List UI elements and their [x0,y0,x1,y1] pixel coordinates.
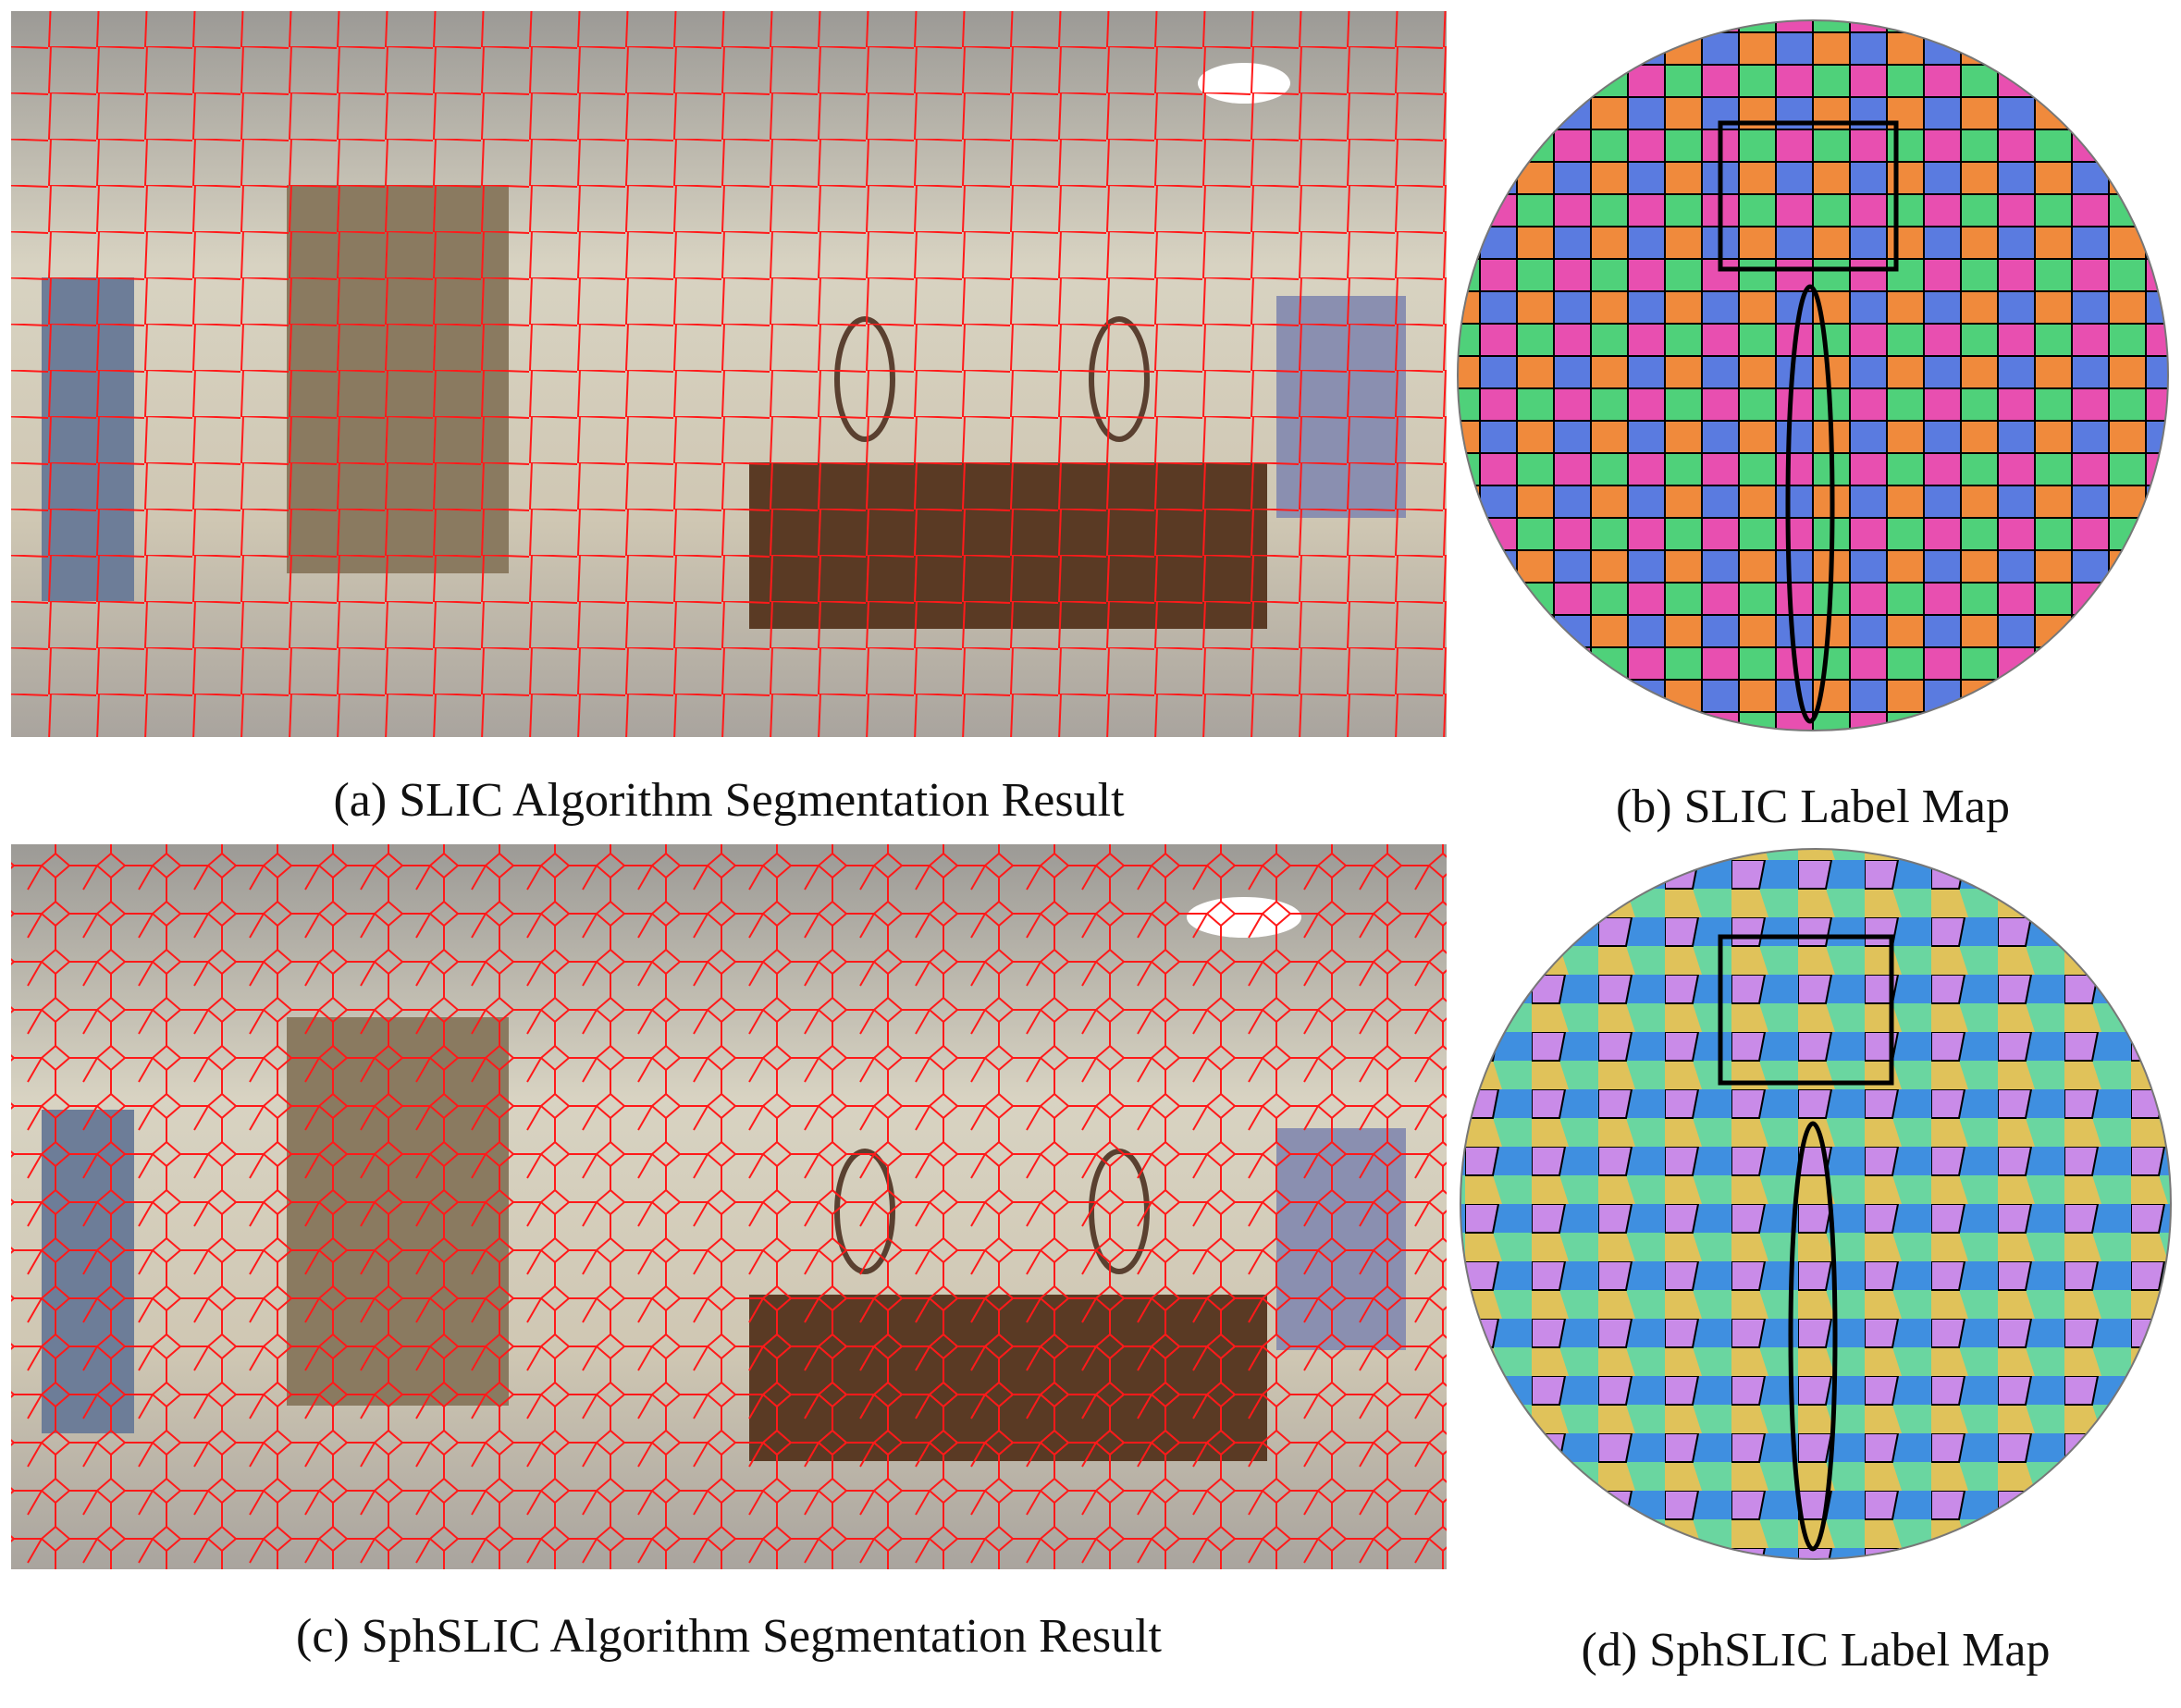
sphere-d [1460,848,2172,1560]
panorama-c [11,844,1447,1569]
sphere-b [1457,19,2169,731]
caption: (c) SphSLIC Algorithm Segmentation Resul… [296,1610,1162,1663]
panorama-a [11,11,1447,737]
caption: (d) SphSLIC Label Map [1581,1624,2051,1677]
caption: (a) SLIC Algorithm Segmentation Result [333,774,1125,827]
caption: (b) SLIC Label Map [1615,780,2011,833]
